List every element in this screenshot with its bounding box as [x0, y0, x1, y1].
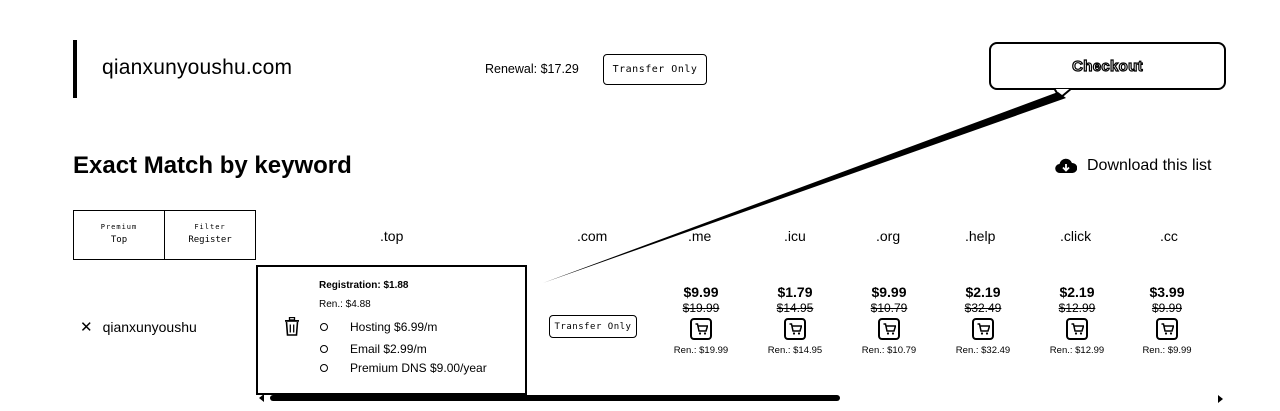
- download-label: Download this list: [1087, 157, 1212, 174]
- tld-header-org: .org: [876, 228, 901, 244]
- domain-name: qianxunyoushu.com: [102, 56, 293, 79]
- add-to-cart-button[interactable]: [784, 318, 806, 340]
- renewal-price: Ren.: $10.79: [861, 345, 917, 356]
- old-price: $12.99: [1058, 301, 1096, 315]
- segment-left-bottom: Top: [110, 235, 128, 246]
- add-to-cart-button[interactable]: [1066, 318, 1088, 340]
- segment-right-top: Filter: [194, 223, 226, 232]
- price: $2.19: [1059, 284, 1095, 300]
- hosting-label: Hosting $6.99/m: [350, 320, 438, 334]
- old-price: $9.99: [1151, 301, 1183, 315]
- segment-right[interactable]: Filter Register: [164, 211, 255, 259]
- renewal-price: Ren.: $9.99: [1142, 345, 1192, 356]
- segment-left-top: Premium: [100, 223, 138, 232]
- renewal-price: Ren.: $19.99: [673, 345, 729, 356]
- cart-icon: [977, 323, 990, 335]
- cart-icon: [1071, 323, 1084, 335]
- segment-left[interactable]: Premium Top: [74, 211, 164, 259]
- keyword-text: qianxunyoushu: [102, 319, 197, 335]
- add-to-cart-button[interactable]: [690, 318, 712, 340]
- email-option[interactable]: Email $2.99/m: [320, 342, 427, 356]
- price-cell-help: $2.19 $32.49 Ren.: $32.49: [938, 284, 1028, 356]
- old-price: $32.49: [964, 301, 1002, 315]
- price-cell-org: $9.99 $10.79 Ren.: $10.79: [844, 284, 934, 356]
- tld-header-help: .help: [965, 228, 996, 244]
- cart-icon: [1161, 323, 1174, 335]
- filter-segmented-control: Premium Top Filter Register: [73, 210, 256, 260]
- scroll-right-arrow[interactable]: [1218, 395, 1223, 403]
- checkout-button[interactable]: Checkout: [989, 42, 1226, 90]
- cloud-download-icon: [1055, 158, 1077, 174]
- cart-icon: [695, 323, 708, 335]
- email-label: Email $2.99/m: [350, 342, 427, 356]
- add-to-cart-button[interactable]: [1156, 318, 1178, 340]
- transfer-only-button[interactable]: Transfer Only: [603, 54, 707, 85]
- tld-header-cc: .cc: [1160, 228, 1178, 244]
- checkout-pointer: [1054, 88, 1072, 98]
- tld-header-me: .me: [688, 228, 712, 244]
- popup-registration-price: Registration: $1.88: [319, 280, 409, 291]
- price-cell-me: $9.99 $19.99 Ren.: $19.99: [656, 284, 746, 356]
- add-to-cart-button[interactable]: [972, 318, 994, 340]
- price-cell-icu: $1.79 $14.95 Ren.: $14.95: [750, 284, 840, 356]
- renewal-price: Ren.: $32.49: [955, 345, 1011, 356]
- renewal-price: Ren.: $14.95: [767, 345, 823, 356]
- email-radio[interactable]: [320, 345, 328, 353]
- premium-dns-radio[interactable]: [320, 364, 328, 372]
- price: $1.79: [777, 284, 813, 300]
- cart-icon: [883, 323, 896, 335]
- premium-dns-option[interactable]: Premium DNS $9.00/year: [320, 361, 487, 375]
- top-domain-popup: Registration: $1.88 Ren.: $4.88 Hosting …: [256, 265, 527, 395]
- domain-accent-bar: [73, 40, 77, 98]
- price-cell-click: $2.19 $12.99 Ren.: $12.99: [1032, 284, 1122, 356]
- tld-header-icu: .icu: [784, 228, 806, 244]
- price: $9.99: [871, 284, 907, 300]
- price-cell-cc: $3.99 $9.99 Ren.: $9.99: [1122, 284, 1212, 356]
- hosting-radio[interactable]: [320, 323, 328, 331]
- domain-renewal-price: Renewal: $17.29: [485, 62, 579, 76]
- old-price: $19.99: [682, 301, 720, 315]
- old-price: $10.79: [870, 301, 908, 315]
- old-price: $14.95: [776, 301, 814, 315]
- price: $3.99: [1149, 284, 1185, 300]
- renewal-price: Ren.: $12.99: [1049, 345, 1105, 356]
- keyword-row-label: ✕ qianxunyoushu: [80, 318, 197, 336]
- add-to-cart-button[interactable]: [878, 318, 900, 340]
- tld-header-top: .top: [380, 228, 404, 244]
- price: $9.99: [683, 284, 719, 300]
- popup-renewal-price: Ren.: $4.88: [319, 299, 371, 310]
- trash-icon[interactable]: [284, 317, 300, 336]
- tld-header-click: .click: [1060, 228, 1092, 244]
- tld-header-com: .com: [577, 228, 608, 244]
- premium-dns-label: Premium DNS $9.00/year: [350, 361, 487, 375]
- cart-icon: [789, 323, 802, 335]
- com-transfer-only-button[interactable]: Transfer Only: [549, 315, 637, 338]
- close-icon[interactable]: ✕: [80, 319, 93, 336]
- hosting-option[interactable]: Hosting $6.99/m: [320, 320, 437, 334]
- download-list-link[interactable]: Download this list: [1055, 157, 1212, 175]
- horizontal-scrollbar-thumb[interactable]: [270, 395, 840, 401]
- section-title: Exact Match by keyword: [73, 152, 352, 179]
- scroll-left-arrow[interactable]: [259, 394, 264, 402]
- segment-right-bottom: Register: [188, 235, 232, 246]
- price: $2.19: [965, 284, 1001, 300]
